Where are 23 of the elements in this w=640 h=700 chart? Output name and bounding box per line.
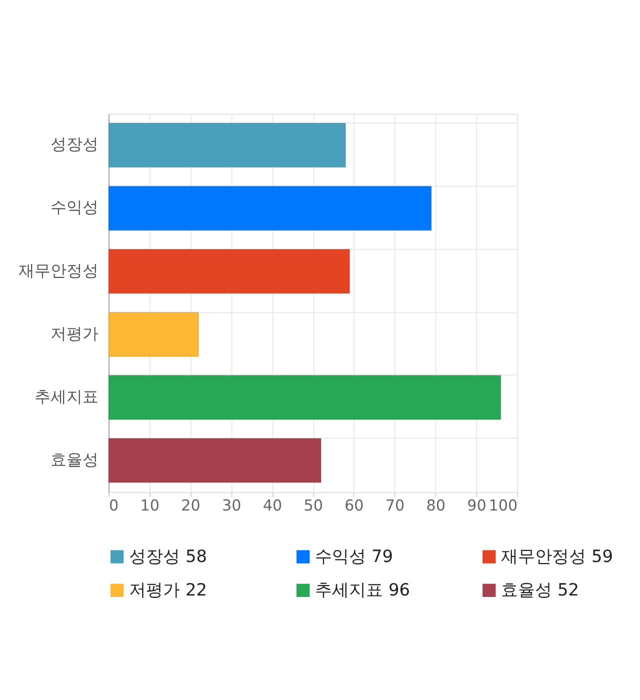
x-tick-label: 100 [488,496,518,514]
legend-label: 수익성 79 [315,546,393,566]
x-tick-label: 80 [426,496,446,514]
y-tick-label: 재무안정성 [18,260,98,280]
x-tick-label: 30 [222,496,242,514]
x-tick-label: 70 [385,496,405,514]
x-tick-label: 40 [262,496,282,514]
x-tick-label: 60 [344,496,364,514]
x-tick-label: 10 [140,496,160,514]
y-tick-label: 성장성 [50,134,98,154]
legend-label: 저평가 22 [129,580,207,600]
x-tick-label: 0 [109,496,119,514]
legend-label: 추세지표 96 [315,580,410,600]
legend-label: 효율성 52 [501,580,580,600]
x-tick-label: 50 [304,496,323,514]
y-tick-label: 수익성 [50,198,98,217]
y-tick-label: 효율성 [50,450,98,469]
y-tick-label: 저평가 [50,324,98,343]
legend-label: 성장성 58 [129,546,207,566]
y-tick-label: 추세지표 [34,386,98,406]
x-tick-label: 20 [181,496,200,514]
x-tick-label: 90 [467,496,486,514]
legend-label: 재무안정성 59 [501,546,614,566]
